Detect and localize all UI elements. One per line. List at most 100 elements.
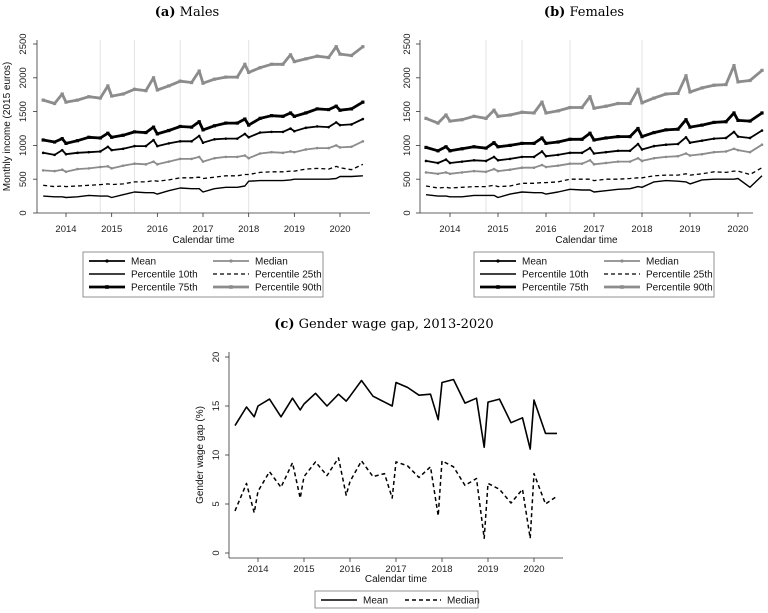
legend-item: Percentile 75th — [89, 283, 198, 294]
data-point — [350, 123, 353, 126]
data-point — [41, 151, 45, 155]
panel-title-text: Males — [180, 5, 220, 20]
legend-item: Median — [604, 257, 679, 268]
data-point — [636, 126, 640, 131]
data-point — [338, 123, 342, 127]
series-percentile-90th — [424, 64, 764, 125]
data-point — [98, 150, 102, 153]
data-point — [424, 116, 428, 120]
legend: Mean Median Percentile 10th Percentile 25th… — [473, 251, 715, 298]
data-point — [556, 140, 560, 144]
data-point — [243, 154, 247, 157]
data-point — [588, 146, 592, 150]
series-line — [43, 163, 364, 188]
series-line — [425, 167, 763, 189]
data-point — [293, 129, 296, 133]
data-point — [212, 77, 217, 81]
data-point — [556, 164, 560, 167]
data-point — [338, 108, 342, 112]
data-point — [628, 149, 632, 153]
data-point — [87, 135, 91, 139]
data-point — [556, 109, 560, 113]
legend-item: Mean — [321, 596, 388, 607]
legend-box — [314, 590, 479, 609]
data-point — [334, 121, 338, 124]
data-point — [604, 104, 608, 108]
data-point — [688, 90, 692, 94]
data-point — [243, 62, 247, 66]
legend-marker — [229, 259, 233, 263]
data-point — [496, 114, 500, 118]
data-point — [568, 137, 572, 141]
data-point — [556, 153, 560, 157]
x-tick-label: 2015 — [487, 224, 508, 235]
y-tick-label: 0 — [211, 550, 222, 555]
data-point — [60, 92, 64, 96]
data-point — [110, 167, 113, 170]
data-point — [224, 137, 228, 140]
data-point — [292, 114, 296, 118]
y-tick-label: 1500 — [402, 101, 413, 122]
data-point — [592, 138, 596, 142]
series-line — [425, 129, 763, 164]
data-point — [167, 128, 171, 133]
legend-marker — [105, 259, 109, 263]
data-point — [760, 143, 764, 147]
data-point — [247, 156, 250, 160]
data-point — [424, 171, 428, 174]
data-point — [640, 159, 644, 163]
data-point — [178, 157, 182, 161]
legend-item: Median — [405, 596, 480, 607]
data-point — [748, 136, 752, 140]
data-point — [664, 155, 668, 159]
data-point — [664, 128, 668, 132]
data-point — [292, 59, 296, 64]
legend-label: Percentile 90th — [646, 283, 713, 294]
data-point — [133, 162, 136, 165]
data-point — [281, 130, 285, 134]
data-point — [98, 165, 102, 169]
data-point — [760, 129, 764, 132]
series-line — [234, 378, 557, 450]
data-point — [189, 125, 194, 129]
data-point — [636, 142, 640, 146]
series-percentile-10th — [425, 175, 763, 199]
data-point — [190, 140, 193, 143]
data-point — [676, 127, 680, 131]
legend-label: Median — [646, 257, 679, 268]
data-point — [712, 83, 716, 87]
series-percentile-90th — [41, 45, 365, 106]
legend-label: Percentile 25th — [646, 270, 713, 281]
panel-label: (c) — [274, 317, 294, 332]
data-point — [508, 168, 512, 172]
y-tick-label: 1000 — [18, 135, 29, 156]
data-point — [492, 108, 496, 112]
legend-label: Mean — [363, 596, 388, 607]
y-axis-title: Gender wage gap (%) — [195, 406, 206, 504]
data-point — [448, 161, 452, 165]
data-point — [684, 118, 688, 122]
data-point — [700, 86, 704, 90]
panel-label: (a) — [155, 5, 176, 20]
data-point — [532, 155, 536, 159]
data-point — [700, 123, 704, 127]
data-point — [732, 64, 736, 68]
data-point — [41, 138, 45, 142]
data-point — [151, 125, 156, 129]
data-point — [616, 101, 620, 106]
data-point — [247, 70, 251, 74]
data-point — [288, 111, 293, 115]
data-point — [732, 130, 736, 134]
series-mean — [41, 117, 365, 157]
data-point — [53, 169, 56, 173]
data-point — [235, 75, 239, 79]
series-percentile-10th — [43, 175, 363, 199]
data-point — [315, 107, 319, 111]
data-point — [684, 74, 688, 78]
data-point — [64, 170, 68, 174]
x-tick-label: 2020 — [727, 224, 748, 235]
data-point — [349, 107, 354, 111]
x-tick-label: 2014 — [439, 224, 460, 235]
data-point — [197, 155, 201, 159]
data-point — [132, 87, 137, 91]
